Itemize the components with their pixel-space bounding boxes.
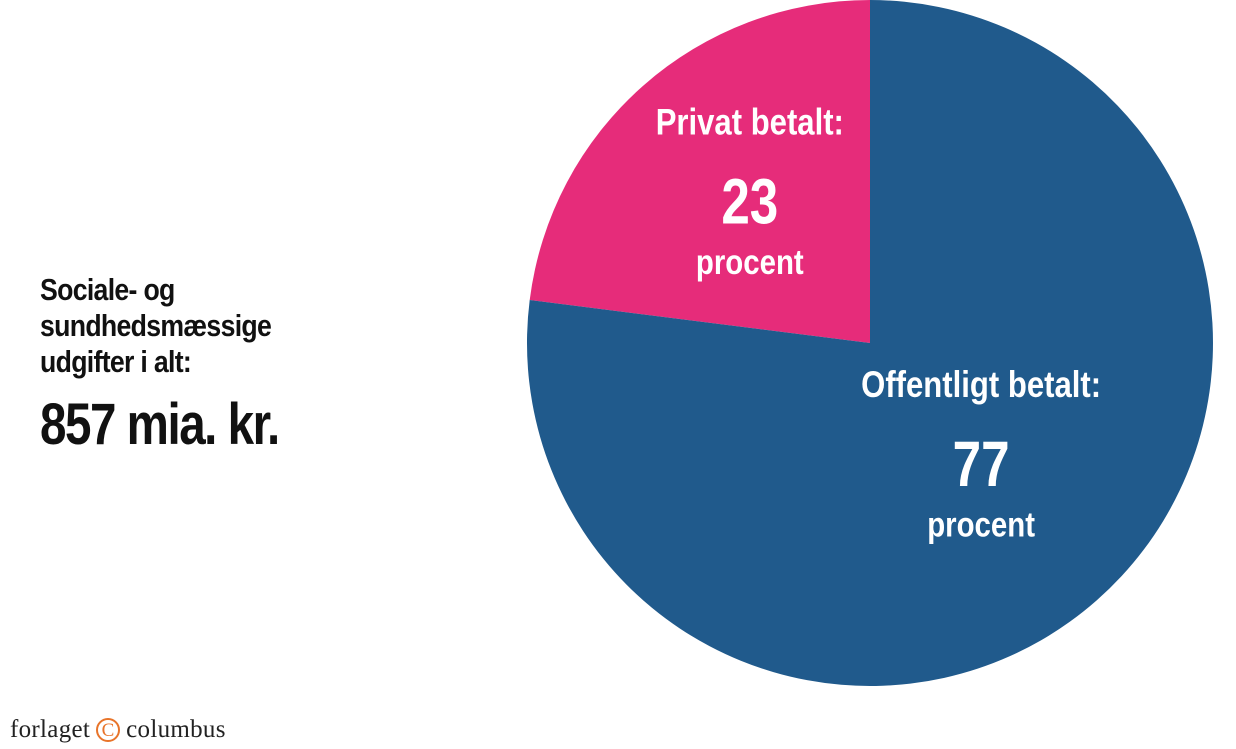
pie-slice-privat <box>529 0 870 343</box>
total-label: Sociale- og sundhedsmæssige udgifter i a… <box>40 272 272 379</box>
copyright-c-icon: C <box>96 718 121 742</box>
slice-value-label: 77 <box>953 430 1010 501</box>
total-caption: Sociale- og sundhedsmæssige udgifter i a… <box>40 272 460 458</box>
total-value: 857 mia. kr. <box>40 392 280 457</box>
slice-unit-label: procent <box>696 242 804 281</box>
slice-name-label: Offentligt betalt: <box>861 364 1101 405</box>
publisher-logo-lockup: forlaget C columbus <box>10 712 226 748</box>
publisher-name-before: forlaget <box>10 716 91 743</box>
slice-name-label: Privat betalt: <box>656 102 844 143</box>
slice-unit-label: procent <box>927 505 1035 544</box>
slice-value-label: 23 <box>721 167 778 238</box>
publisher-name-after: columbus <box>126 716 226 743</box>
pie-slice-offentligt <box>526 0 1213 686</box>
